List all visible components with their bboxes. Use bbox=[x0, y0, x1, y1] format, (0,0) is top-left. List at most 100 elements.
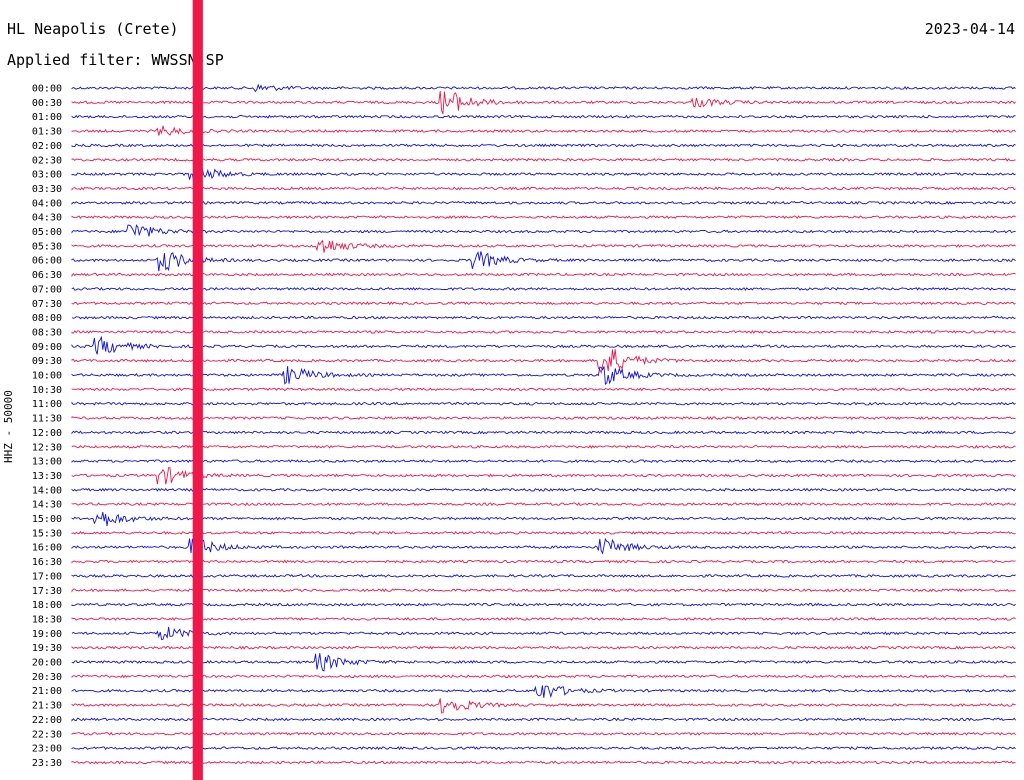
trace-row bbox=[71, 573, 1016, 578]
seismic-traces bbox=[71, 0, 1016, 780]
row-tick-label: 03:00 bbox=[32, 170, 62, 181]
row-tick-label: 18:30 bbox=[32, 614, 62, 625]
trace-row bbox=[71, 731, 1016, 736]
trace-row bbox=[71, 366, 1016, 386]
trace-row bbox=[71, 617, 1016, 621]
row-tick-label: 09:00 bbox=[32, 342, 62, 353]
trace-row bbox=[71, 602, 1016, 607]
row-tick-label: 14:00 bbox=[32, 485, 62, 496]
trace-row bbox=[71, 416, 1016, 421]
row-tick-label: 01:30 bbox=[32, 127, 62, 138]
row-tick-label: 17:00 bbox=[32, 571, 62, 582]
trace-row bbox=[71, 186, 1016, 191]
station-title: HL Neapolis (Crete) bbox=[7, 20, 179, 38]
trace-row bbox=[71, 653, 1016, 672]
trace-row bbox=[71, 430, 1016, 435]
trace-row bbox=[71, 301, 1016, 306]
row-tick-label: 08:00 bbox=[32, 313, 62, 324]
row-tick-label: 06:00 bbox=[32, 256, 62, 267]
row-tick-label: 15:30 bbox=[32, 528, 62, 539]
row-tick-label: 15:00 bbox=[32, 514, 62, 525]
row-tick-label: 07:00 bbox=[32, 284, 62, 295]
trace-row bbox=[71, 717, 1016, 722]
trace-row bbox=[71, 487, 1016, 492]
row-tick-label: 23:30 bbox=[32, 758, 62, 769]
trace-row bbox=[71, 626, 1016, 641]
row-tick-label: 12:00 bbox=[32, 428, 62, 439]
row-tick-label: 07:30 bbox=[32, 299, 62, 310]
row-tick-label: 04:30 bbox=[32, 213, 62, 224]
large-event-band bbox=[192, 0, 203, 780]
row-tick-label: 20:00 bbox=[32, 658, 62, 669]
date-label: 2023-04-14 bbox=[924, 20, 1015, 38]
row-tick-label: 09:30 bbox=[32, 356, 62, 367]
row-tick-label: 16:00 bbox=[32, 543, 62, 554]
row-tick-label: 13:30 bbox=[32, 471, 62, 482]
row-tick-label: 05:30 bbox=[32, 241, 62, 252]
trace-row bbox=[71, 251, 1016, 272]
row-tick-label: 00:00 bbox=[32, 84, 62, 95]
row-tick-label: 10:00 bbox=[32, 371, 62, 382]
row-tick-label: 04:00 bbox=[32, 198, 62, 209]
row-tick-label: 18:00 bbox=[32, 600, 62, 611]
trace-row bbox=[71, 530, 1016, 535]
trace-row bbox=[71, 645, 1016, 650]
row-tick-label: 03:30 bbox=[32, 184, 62, 195]
row-tick-label: 06:30 bbox=[32, 270, 62, 281]
row-tick-labels: 00:00 00:30 01:00 01:30 02:00 02:30 03:00 03:30… bbox=[32, 84, 62, 769]
trace-row bbox=[71, 335, 1016, 355]
trace-row bbox=[71, 224, 1016, 237]
row-tick-label: 10:30 bbox=[32, 385, 62, 396]
row-tick-label: 13:00 bbox=[32, 457, 62, 468]
row-tick-label: 22:00 bbox=[32, 715, 62, 726]
trace-row bbox=[71, 200, 1016, 205]
trace-row bbox=[71, 502, 1016, 507]
row-tick-label: 19:00 bbox=[32, 629, 62, 640]
trace-row bbox=[71, 329, 1016, 334]
trace-row bbox=[71, 674, 1016, 679]
row-tick-label: 19:30 bbox=[32, 643, 62, 654]
trace-row bbox=[71, 746, 1016, 751]
trace-row bbox=[71, 401, 1016, 406]
trace-row bbox=[71, 537, 1016, 555]
trace-row bbox=[71, 512, 1016, 527]
filter-label: Applied filter: WWSSN-SP bbox=[7, 51, 224, 69]
row-tick-label: 17:30 bbox=[32, 586, 62, 597]
row-tick-label: 01:00 bbox=[32, 112, 62, 123]
trace-row bbox=[71, 125, 1016, 136]
row-tick-label: 23:00 bbox=[32, 744, 62, 755]
trace-row bbox=[71, 215, 1016, 220]
trace-row bbox=[71, 83, 1016, 93]
trace-row bbox=[71, 588, 1016, 593]
trace-row bbox=[71, 760, 1016, 765]
row-tick-label: 05:00 bbox=[32, 227, 62, 238]
row-tick-label: 11:30 bbox=[32, 414, 62, 425]
trace-row bbox=[71, 467, 1016, 485]
row-tick-label: 21:30 bbox=[32, 701, 62, 712]
row-tick-label: 12:30 bbox=[32, 442, 62, 453]
row-tick-label: 21:00 bbox=[32, 686, 62, 697]
trace-row bbox=[71, 559, 1016, 564]
row-tick-label: 02:30 bbox=[32, 155, 62, 166]
trace-row bbox=[71, 349, 1016, 375]
trace-row bbox=[71, 286, 1016, 291]
trace-row bbox=[71, 444, 1016, 449]
row-tick-label: 16:30 bbox=[32, 557, 62, 568]
trace-row bbox=[71, 114, 1016, 119]
trace-row bbox=[71, 272, 1016, 278]
trace-row bbox=[71, 239, 1016, 253]
row-tick-label: 00:30 bbox=[32, 98, 62, 109]
row-tick-label: 02:00 bbox=[32, 141, 62, 152]
row-tick-label: 20:30 bbox=[32, 672, 62, 683]
trace-row bbox=[71, 387, 1016, 392]
row-tick-label: 08:30 bbox=[32, 327, 62, 338]
trace-row bbox=[71, 167, 1016, 184]
trace-row bbox=[71, 143, 1016, 148]
trace-row bbox=[71, 685, 1016, 699]
row-tick-label: 22:30 bbox=[32, 729, 62, 740]
row-tick-label: 11:00 bbox=[32, 399, 62, 410]
trace-row bbox=[71, 698, 1016, 714]
trace-row bbox=[71, 315, 1016, 320]
row-tick-label: 14:30 bbox=[32, 500, 62, 511]
